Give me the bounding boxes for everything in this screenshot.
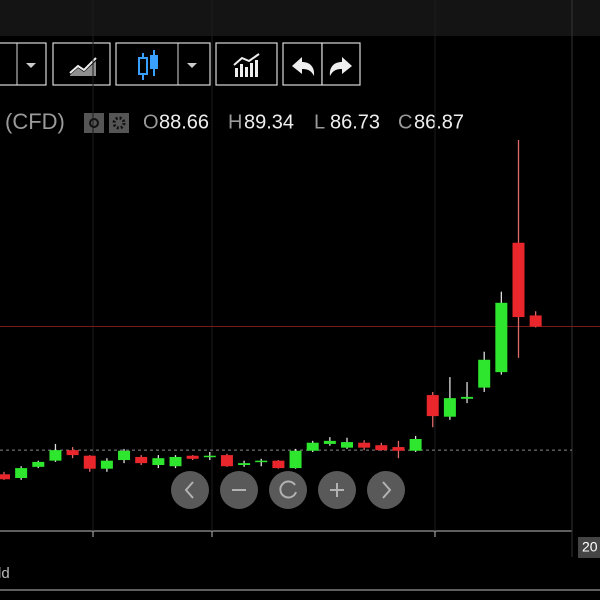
area-icon	[70, 61, 96, 76]
candle-body	[443, 398, 456, 417]
candle-body	[323, 440, 336, 444]
candle-body	[512, 242, 525, 318]
settings-button[interactable]	[109, 113, 129, 133]
candle-body	[478, 359, 491, 388]
ohlc-key: H	[228, 111, 242, 133]
candle-body	[66, 450, 79, 456]
candle-body	[495, 302, 508, 373]
indicator-button[interactable]	[215, 42, 278, 86]
ohlc-key: C	[398, 111, 412, 133]
plus-icon	[330, 483, 344, 497]
candle-body	[49, 450, 62, 461]
candle-body	[220, 455, 233, 467]
ohlc-value: 88.66	[159, 111, 209, 133]
line-chart-button[interactable]	[52, 42, 111, 86]
candle-body	[255, 460, 268, 463]
ohlc-value: 86.73	[330, 111, 380, 133]
candle-body	[203, 455, 216, 458]
candle-body	[272, 460, 285, 469]
plot	[0, 0, 600, 537]
candle-body	[118, 450, 131, 461]
instrument-title: (CFD)	[5, 109, 65, 134]
candle-body	[238, 463, 251, 465]
candle-body	[186, 455, 199, 459]
candle-body	[135, 456, 148, 464]
candle-body	[289, 450, 302, 469]
candle-body	[392, 447, 405, 451]
x-axis-badge	[578, 537, 600, 558]
eye-icon	[89, 118, 99, 128]
line-icon	[69, 57, 97, 74]
eye-button[interactable]	[84, 113, 104, 133]
candle-body	[152, 458, 165, 465]
scroll-right-button[interactable]	[367, 471, 405, 509]
navigation	[171, 471, 405, 509]
toolbar	[0, 42, 361, 86]
candle-body	[529, 315, 542, 327]
candle-body	[15, 468, 28, 478]
left-icon	[184, 481, 194, 499]
redo-icon	[329, 57, 352, 76]
reset-button[interactable]	[269, 471, 307, 509]
candle-body	[100, 460, 113, 469]
candle-body	[375, 445, 388, 451]
dropdown-arrow	[187, 63, 197, 68]
reset-icon	[279, 480, 297, 499]
candle-body	[461, 396, 474, 399]
ohlc-key: L	[314, 111, 325, 133]
candle-icon	[138, 50, 158, 80]
candle-body	[358, 442, 371, 448]
candle-body	[169, 456, 182, 467]
scroll-left-button[interactable]	[171, 471, 209, 509]
candle-body	[32, 461, 45, 467]
candle-body	[341, 442, 353, 448]
ohlc-value: 86.87	[414, 111, 464, 133]
candle-body	[426, 395, 439, 417]
candle-body	[83, 455, 96, 469]
dropdown-arrow	[26, 63, 36, 68]
candle-body	[0, 474, 10, 480]
gear-icon	[112, 116, 126, 130]
candle-body	[306, 442, 319, 451]
candle-body	[409, 439, 422, 451]
ohlc-value: 89.34	[244, 111, 294, 133]
top-bar	[0, 0, 600, 36]
ohlc-readout: O 88.66 H 89.34 L 86.73 C 86.87	[143, 111, 464, 133]
indicator-icon	[233, 53, 260, 77]
ohlc-key: O	[143, 111, 159, 133]
x-axis-label: 20	[582, 539, 598, 555]
dropdown-button[interactable]	[0, 42, 47, 86]
footer-text: ld	[0, 565, 10, 582]
undo-icon	[292, 57, 315, 76]
right-icon	[382, 481, 392, 499]
